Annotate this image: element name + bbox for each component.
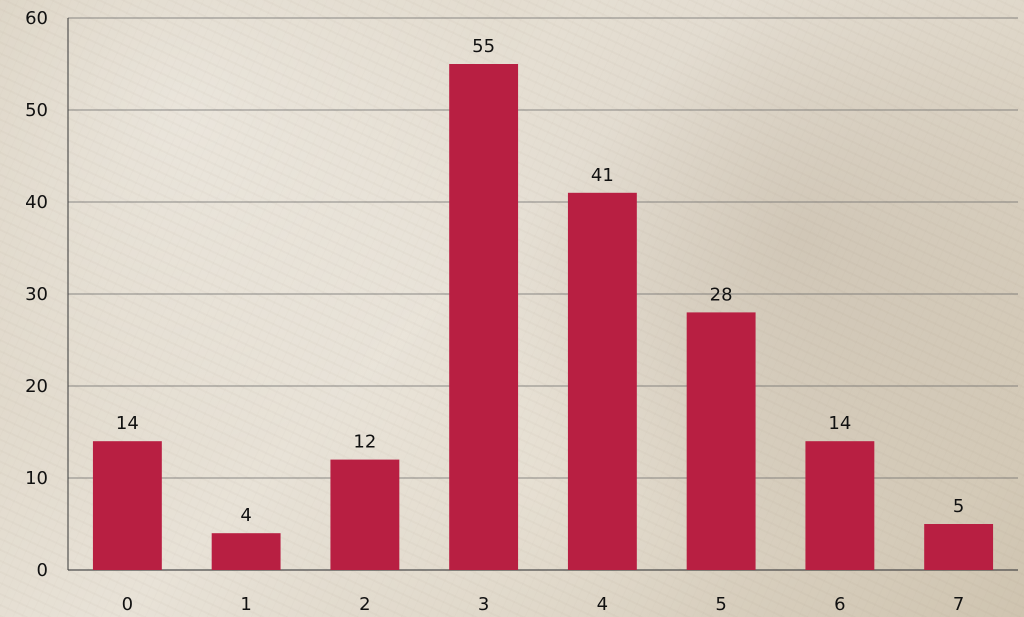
- bar-4: [567, 192, 637, 571]
- bar-1: [211, 533, 281, 570]
- grid-lines: [68, 17, 1018, 571]
- bar-6: [805, 441, 875, 570]
- x-tick-label-6: 6: [834, 594, 845, 615]
- bar-3: [449, 64, 519, 570]
- y-tick-label: 0: [37, 560, 48, 581]
- y-tick-label: 20: [25, 376, 48, 397]
- y-tick-label: 10: [25, 468, 48, 489]
- x-tick-label-0: 0: [122, 594, 133, 615]
- data-label-0: 14: [116, 413, 139, 434]
- x-tick-label-3: 3: [478, 594, 489, 615]
- x-tick-label-2: 2: [359, 594, 370, 615]
- bar-5: [686, 312, 756, 570]
- bar-7: [924, 524, 994, 570]
- bar-0: [92, 441, 162, 570]
- y-tick-label: 50: [25, 100, 48, 121]
- x-tick-label-1: 1: [240, 594, 251, 615]
- y-tick-label: 30: [25, 284, 48, 305]
- data-label-1: 4: [240, 505, 251, 526]
- x-tick-label-7: 7: [953, 594, 964, 615]
- x-tick-label-5: 5: [715, 594, 726, 615]
- data-label-5: 28: [710, 284, 733, 305]
- bar-2: [330, 459, 400, 570]
- data-label-2: 12: [353, 432, 376, 453]
- y-tick-label: 60: [25, 8, 48, 29]
- y-tick-label: 40: [25, 192, 48, 213]
- data-label-3: 55: [472, 36, 495, 57]
- bars: [92, 64, 994, 571]
- x-tick-label-4: 4: [597, 594, 608, 615]
- data-label-7: 5: [953, 496, 964, 517]
- data-label-6: 14: [828, 413, 851, 434]
- data-label-4: 41: [591, 165, 614, 186]
